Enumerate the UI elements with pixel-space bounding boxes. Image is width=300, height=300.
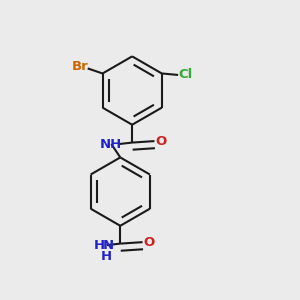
Text: N: N bbox=[103, 239, 114, 252]
Text: O: O bbox=[155, 135, 167, 148]
Text: Cl: Cl bbox=[178, 68, 193, 82]
Text: H: H bbox=[101, 250, 112, 263]
Text: O: O bbox=[143, 236, 155, 249]
Text: NH: NH bbox=[100, 138, 122, 151]
Text: Br: Br bbox=[72, 59, 88, 73]
Text: H: H bbox=[94, 238, 105, 252]
